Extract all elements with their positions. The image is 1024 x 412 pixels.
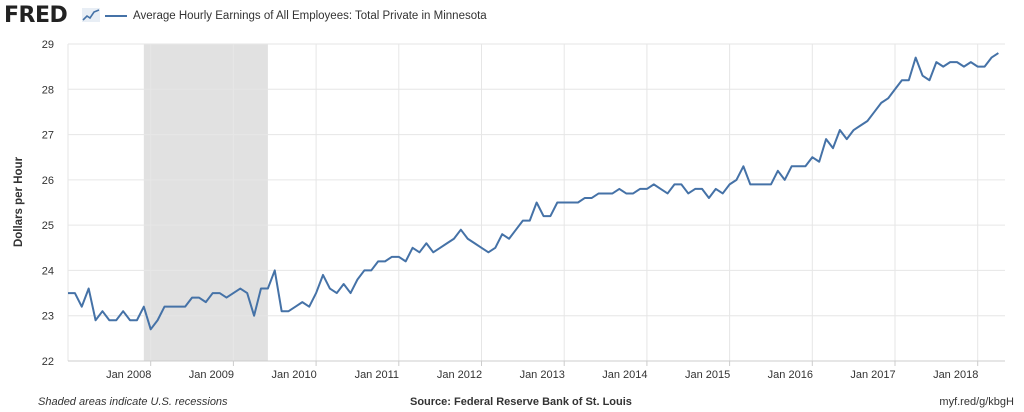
source-note: Source: Federal Reserve Bank of St. Loui… (410, 396, 632, 408)
x-tick-label-3: Jan 2011 (355, 369, 399, 381)
trend-line-icon (82, 8, 100, 22)
recession-layer (143, 44, 268, 361)
y-tick-label-26: 26 (42, 175, 54, 187)
y-tick-label-24: 24 (42, 265, 54, 277)
series-line-0 (68, 52, 999, 331)
legend-swatch (105, 15, 127, 17)
y-axis-label: Dollars per Hour (13, 156, 25, 247)
legend: Average Hourly Earnings of All Employees… (105, 10, 487, 22)
x-tick-label-7: Jan 2015 (685, 369, 730, 381)
series-layer (68, 52, 999, 331)
y-tick-label-22: 22 (42, 356, 54, 368)
y-tick-label-23: 23 (42, 311, 54, 323)
x-tick-label-1: Jan 2009 (189, 369, 234, 381)
grid-layer (67, 43, 1005, 362)
legend-label[interactable]: Average Hourly Earnings of All Employees… (133, 10, 487, 22)
x-tick-label-2: Jan 2010 (271, 369, 316, 381)
recession-band-0 (143, 44, 268, 361)
x-tick-label-4: Jan 2012 (437, 369, 482, 381)
recession-note: Shaded areas indicate U.S. recessions (38, 396, 228, 408)
graph-footer: Shaded areas indicate U.S. recessions So… (0, 394, 1024, 412)
line-chart: 22 23 24 25 26 27 28 29 Jan 2008 Jan 2009 Jan 2010… (13, 39, 1005, 381)
x-tick-label-0: Jan 2008 (106, 369, 151, 381)
axis-layer: 22 23 24 25 26 27 28 29 Jan 2008 Jan 2009 Jan 2010… (42, 39, 1005, 381)
y-tick-label-28: 28 (42, 84, 54, 96)
fred-logo[interactable]: FRED (4, 3, 68, 28)
x-tick-label-9: Jan 2017 (850, 369, 895, 381)
x-tick-label-6: Jan 2014 (602, 369, 647, 381)
graph-header: FRED Average Hourly Earnings of All Empl… (0, 0, 1024, 34)
y-tick-label-29: 29 (42, 39, 54, 51)
x-tick-label-8: Jan 2016 (768, 369, 813, 381)
x-tick-label-10: Jan 2018 (933, 369, 978, 381)
x-tick-label-5: Jan 2013 (520, 369, 565, 381)
y-tick-label-27: 27 (42, 130, 54, 142)
y-tick-label-25: 25 (42, 220, 54, 232)
short-link[interactable]: myf.red/g/kbgH (939, 396, 1014, 408)
